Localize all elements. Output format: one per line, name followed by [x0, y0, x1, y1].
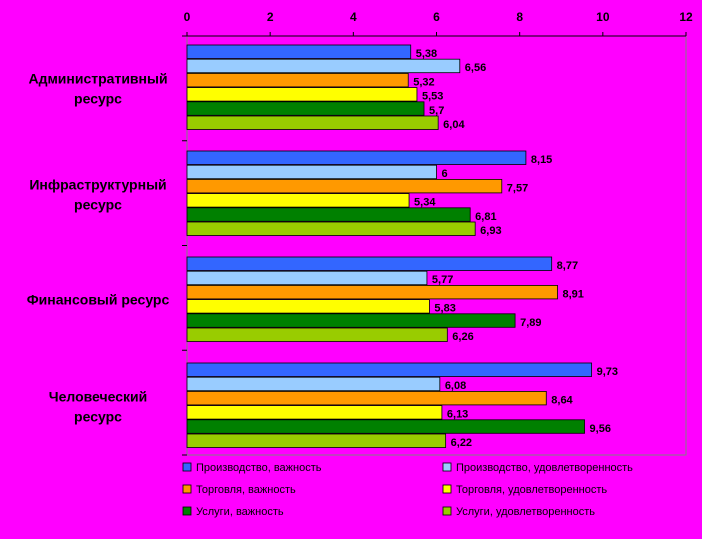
- bar: [186, 178, 503, 194]
- x-tick-label: 2: [267, 10, 274, 24]
- x-tick-label: 0: [184, 10, 191, 24]
- bar: [186, 405, 443, 420]
- bar: [186, 256, 553, 271]
- bar: [186, 299, 430, 314]
- data-label: 7,57: [507, 182, 528, 194]
- bar: [186, 207, 471, 222]
- x-tick-label: 12: [679, 10, 693, 24]
- legend-swatch: [182, 462, 192, 472]
- x-tick-label: 4: [350, 10, 357, 24]
- x-tick-label: 8: [516, 10, 523, 24]
- legend-label: Производство, удовлетворенность: [456, 462, 633, 474]
- legend-swatch: [182, 506, 192, 516]
- data-label: 8,64: [551, 394, 573, 406]
- bar: [186, 150, 527, 165]
- data-label: 6,26: [452, 331, 473, 343]
- data-label: 6: [442, 168, 448, 180]
- data-label: 5,32: [413, 76, 434, 88]
- bar: [186, 115, 439, 130]
- data-label: 5,53: [422, 91, 443, 103]
- legend-swatch: [182, 484, 192, 494]
- category-label: Человеческий ресурс: [49, 389, 147, 425]
- bar: [186, 193, 410, 208]
- bar: [186, 362, 593, 377]
- data-label: 5,34: [414, 197, 436, 209]
- data-label: 8,91: [563, 288, 584, 300]
- bar: [186, 419, 585, 434]
- x-tick-label: 6: [433, 10, 440, 24]
- category-label: Инфраструктурный ресурс: [29, 177, 166, 213]
- data-label: 6,13: [447, 409, 468, 421]
- data-label: 6,93: [480, 225, 501, 237]
- data-label: 8,77: [557, 260, 578, 272]
- bar: [186, 87, 418, 102]
- bar: [186, 313, 516, 328]
- data-label: 6,81: [475, 211, 496, 223]
- data-label: 5,7: [429, 105, 444, 117]
- bar: [186, 270, 428, 286]
- bar: [186, 433, 447, 448]
- legend-label: Производство, важность: [196, 462, 322, 474]
- legend-label: Услуги, важность: [196, 506, 284, 518]
- bar: [186, 390, 547, 406]
- legend-swatch: [442, 506, 452, 516]
- bar: [186, 101, 425, 116]
- legend-swatch: [442, 484, 452, 494]
- data-label: 6,04: [443, 119, 465, 131]
- legend-label: Торговля, удовлетворенность: [456, 484, 607, 496]
- category-label: Финансовый ресурс: [27, 292, 170, 308]
- data-label: 9,56: [590, 423, 611, 435]
- data-label: 5,83: [434, 303, 455, 315]
- data-label: 5,77: [432, 274, 453, 286]
- data-label: 9,73: [597, 366, 618, 378]
- legend-swatch: [442, 462, 452, 472]
- legend-label: Торговля, важность: [196, 484, 296, 496]
- bar: [186, 73, 409, 88]
- data-label: 6,22: [451, 437, 472, 449]
- bar: [186, 58, 461, 74]
- bar: [186, 327, 448, 342]
- bar: [186, 376, 441, 392]
- bar: [186, 221, 476, 236]
- data-label: 5,38: [416, 48, 437, 60]
- x-tick-label: 10: [596, 10, 610, 24]
- bar: [186, 164, 437, 180]
- legend-label: Услуги, удовлетворенность: [456, 506, 595, 518]
- bar: [186, 284, 558, 300]
- data-label: 8,15: [531, 154, 552, 166]
- category-label: Административный ресурс: [28, 71, 167, 107]
- data-label: 7,89: [520, 317, 541, 329]
- bar: [186, 44, 412, 59]
- data-label: 6,56: [465, 62, 486, 74]
- data-label: 6,08: [445, 380, 466, 392]
